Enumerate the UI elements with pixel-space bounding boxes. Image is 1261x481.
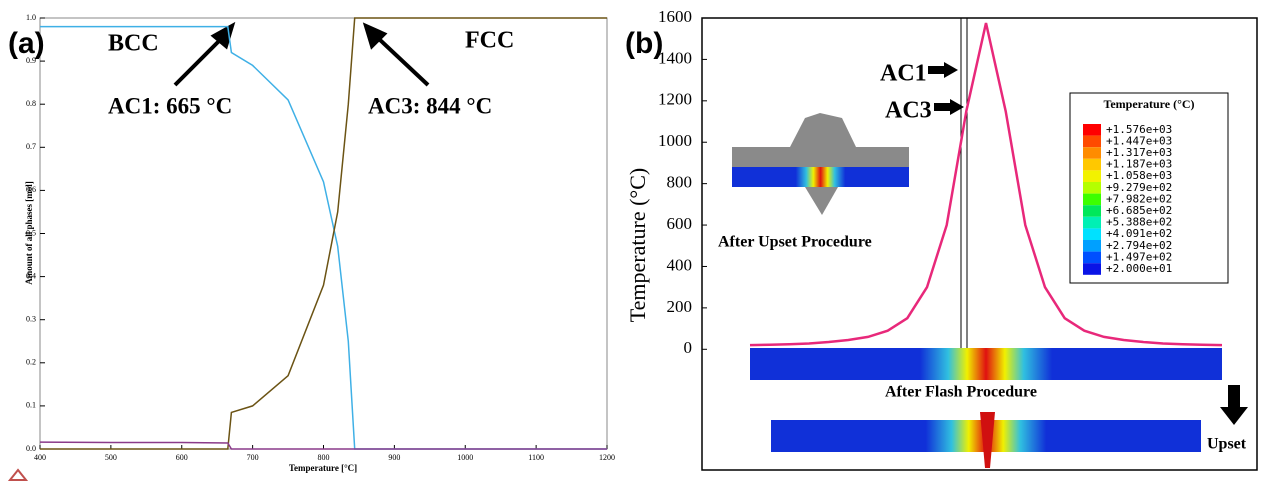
colorbar-swatch bbox=[1083, 182, 1101, 194]
colorbar-swatch bbox=[1083, 216, 1101, 229]
y-axis-label: Temperature (°C) bbox=[625, 168, 650, 322]
specimen bbox=[805, 187, 838, 215]
specimen bbox=[732, 147, 909, 167]
colorbar-swatch bbox=[1083, 193, 1101, 206]
y-tick-label: 0.3 bbox=[26, 315, 36, 324]
series-line bbox=[749, 22, 1223, 347]
y-tick-label: 800 bbox=[667, 173, 693, 192]
y-tick-label: 0.6 bbox=[26, 185, 36, 194]
colorbar-label: +2.000e+01 bbox=[1106, 262, 1172, 275]
colorbar-title: Temperature (°C) bbox=[1103, 97, 1194, 111]
colorbar-label: +1.317e+03 bbox=[1106, 146, 1172, 159]
series-line bbox=[40, 17, 607, 450]
colorbar-swatch bbox=[1083, 124, 1101, 136]
colorbar-swatch bbox=[1083, 170, 1101, 182]
colorbar-label: +1.497e+02 bbox=[1106, 250, 1172, 263]
arrows bbox=[928, 62, 1248, 425]
colorbar-swatch bbox=[1083, 263, 1101, 275]
specimen bbox=[750, 348, 1222, 380]
y-tick-label: 0.8 bbox=[26, 99, 36, 108]
y-tick-label: 0.2 bbox=[26, 358, 36, 367]
x-tick-label: 600 bbox=[176, 453, 188, 462]
arrows bbox=[173, 21, 430, 87]
panel-label: (b) bbox=[625, 27, 663, 60]
y-tick-label: 0.9 bbox=[26, 56, 36, 65]
annotation: After Flash Procedure bbox=[885, 384, 1037, 401]
colorbar-label: +9.279e+02 bbox=[1106, 181, 1172, 194]
y-tick-label: 0.4 bbox=[26, 271, 36, 280]
x-tick-label: 900 bbox=[388, 453, 400, 462]
y-tick-label: 0.1 bbox=[26, 401, 36, 410]
y-tick-label: 0 bbox=[684, 338, 693, 357]
x-tick-label: 700 bbox=[247, 453, 259, 462]
x-tick-label: 1200 bbox=[599, 453, 615, 462]
y-tick-label: 0.5 bbox=[26, 228, 36, 237]
colorbar-label: +4.091e+02 bbox=[1106, 227, 1172, 240]
annotation: AC1: 665 °C bbox=[108, 93, 232, 118]
colorbar-swatch bbox=[1083, 147, 1101, 159]
x-tick-label: 1000 bbox=[457, 453, 473, 462]
colorbar-label: +1.058e+03 bbox=[1106, 169, 1172, 182]
y-tick-label: 1.0 bbox=[26, 13, 36, 22]
annotation: AC1 bbox=[880, 61, 927, 87]
colorbar-label: +7.982e+02 bbox=[1106, 192, 1172, 205]
y-tick-label: 400 bbox=[667, 255, 693, 274]
y-tick-label: 0.0 bbox=[26, 444, 36, 453]
annotation: Upset bbox=[1207, 436, 1247, 453]
colorbar-swatch bbox=[1083, 228, 1101, 240]
y-tick-label: 1000 bbox=[658, 131, 692, 150]
x-tick-label: 400 bbox=[34, 453, 46, 462]
specimen bbox=[732, 167, 909, 187]
y-tick-label: 200 bbox=[667, 297, 693, 316]
colorbar-label: +1.576e+03 bbox=[1106, 123, 1172, 136]
colorbar-swatch bbox=[1083, 135, 1101, 148]
colorbar-swatch bbox=[1083, 158, 1101, 171]
colorbar-swatch bbox=[1083, 251, 1101, 264]
series-line bbox=[40, 25, 607, 450]
annotation: AC3: 844 °C bbox=[368, 93, 492, 118]
x-tick-label: 1100 bbox=[528, 453, 544, 462]
colorbar-label: +1.447e+03 bbox=[1106, 134, 1172, 147]
specimen bbox=[790, 113, 856, 147]
colorbar-label: +6.685e+02 bbox=[1106, 204, 1172, 217]
y-tick-label: 0.7 bbox=[26, 142, 36, 151]
colorbar-swatch bbox=[1083, 205, 1101, 217]
y-tick-label: 1200 bbox=[658, 90, 692, 109]
series-label: BCC bbox=[108, 31, 159, 57]
x-tick-label: 500 bbox=[105, 453, 117, 462]
series-label: FCC bbox=[465, 28, 514, 54]
plot-frame bbox=[701, 17, 1258, 471]
y-tick-label: 1400 bbox=[658, 48, 692, 67]
x-axis-label: Temperature [°C] bbox=[289, 463, 357, 473]
y-axis-label: Amount of all phases [mol] bbox=[24, 181, 34, 285]
logo bbox=[7, 468, 29, 481]
y-tick-label: 600 bbox=[667, 214, 693, 233]
plot-frame bbox=[39, 17, 608, 450]
colorbar-label: +2.794e+02 bbox=[1106, 239, 1172, 252]
colorbar-label: +1.187e+03 bbox=[1106, 158, 1172, 171]
specimen bbox=[980, 412, 995, 468]
x-tick-label: 800 bbox=[318, 453, 330, 462]
colorbar-swatch bbox=[1083, 240, 1101, 252]
panel-label: (a) bbox=[8, 27, 45, 60]
annotation: AC3 bbox=[885, 98, 932, 124]
series-line bbox=[39, 441, 607, 450]
annotation: After Upset Procedure bbox=[718, 234, 872, 251]
colorbar-label: +5.388e+02 bbox=[1106, 216, 1172, 229]
y-tick-label: 1600 bbox=[658, 7, 692, 26]
